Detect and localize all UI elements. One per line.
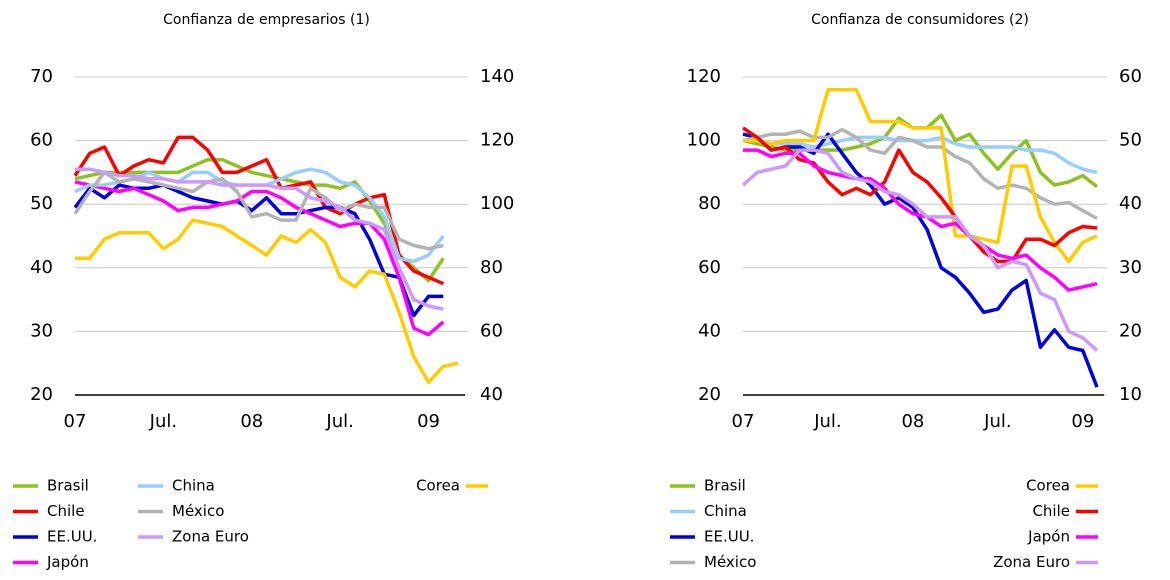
x-tick-label: Jul. (149, 411, 177, 432)
legend-label: México (704, 553, 756, 571)
legend-label: Chile (47, 502, 85, 520)
series-line (742, 132, 1099, 388)
y-tick-label: 40 (30, 257, 53, 278)
y-tick-label: 70 (30, 66, 53, 87)
y-tick-label: 80 (698, 193, 721, 214)
y2-tick-label: 100 (480, 193, 514, 214)
x-tick-label: Jul. (983, 411, 1011, 432)
y2-tick-label: 140 (480, 66, 514, 87)
series-line (743, 87, 1098, 264)
y-tick-label: 120 (687, 66, 721, 87)
legend-label: Zona Euro (993, 553, 1070, 571)
series-line (743, 148, 1098, 292)
series-line (73, 170, 444, 251)
legend-label: Chile (1032, 502, 1070, 520)
y2-tick-label: 50 (1119, 130, 1142, 151)
series-line (75, 167, 444, 311)
legend-label: Brasil (704, 477, 746, 495)
x-tick-label: 07 (64, 411, 87, 432)
legend-label: EE.UU. (704, 528, 754, 546)
series-line (743, 135, 1098, 175)
y-tick-label: 20 (30, 384, 53, 405)
x-tick-label: Jul. (813, 411, 841, 432)
chart-title: Confianza de consumidores (2) (811, 12, 1029, 28)
y-tick-label: 30 (30, 320, 53, 341)
y2-tick-label: 20 (1119, 320, 1142, 341)
y-tick-label: 60 (30, 130, 53, 151)
y-tick-label: 40 (698, 320, 721, 341)
legend-label: Japón (1027, 528, 1070, 546)
x-tick-label: 07 (732, 411, 755, 432)
chart-title: Confianza de empresarios (1) (163, 12, 370, 28)
y2-tick-label: 10 (1119, 384, 1142, 405)
legend-label: China (172, 477, 215, 495)
legend-label: EE.UU. (47, 528, 97, 546)
x-tick-label: 09 (1071, 411, 1094, 432)
series-line (742, 126, 1098, 264)
series-line (74, 157, 445, 283)
legend-label: Corea (1026, 477, 1070, 495)
x-tick-label: 08 (240, 411, 263, 432)
legend-label: Brasil (47, 477, 89, 495)
y-tick-label: 50 (30, 193, 53, 214)
x-tick-label: Jul. (325, 411, 353, 432)
series-line (73, 135, 444, 286)
y-tick-label: 60 (698, 257, 721, 278)
x-tick-label: 09 (417, 411, 440, 432)
series-line (74, 180, 445, 337)
series-line (741, 148, 1099, 352)
series-line (75, 218, 459, 385)
y2-tick-label: 80 (480, 257, 503, 278)
x-tick-label: 08 (901, 411, 924, 432)
y2-tick-label: 60 (480, 320, 503, 341)
y2-tick-label: 120 (480, 130, 514, 151)
series-line (742, 127, 1098, 221)
y-tick-label: 100 (687, 130, 721, 151)
legend-label: Zona Euro (172, 528, 249, 546)
legend-label: China (704, 502, 747, 520)
legend-label: Corea (416, 477, 460, 495)
y2-tick-label: 60 (1119, 66, 1142, 87)
y2-tick-label: 40 (1119, 193, 1142, 214)
legend-label: México (172, 502, 224, 520)
y2-tick-label: 40 (480, 384, 503, 405)
y2-tick-label: 30 (1119, 257, 1142, 278)
legend-label: Japón (46, 553, 89, 571)
y-tick-label: 20 (698, 384, 721, 405)
